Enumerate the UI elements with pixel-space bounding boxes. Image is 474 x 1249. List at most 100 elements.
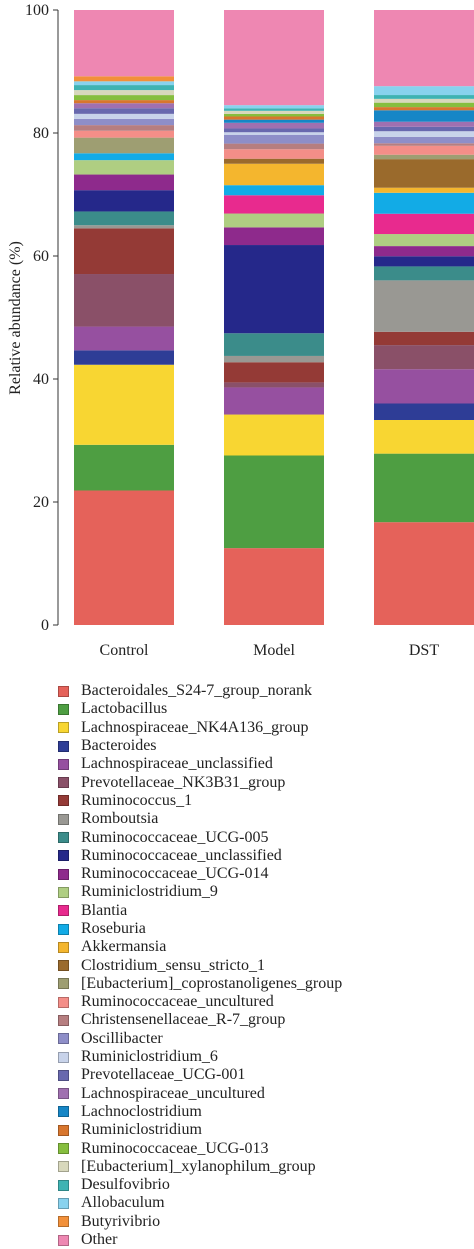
segment-model-2 <box>224 414 324 456</box>
legend-swatch <box>58 703 69 715</box>
segment-control-17 <box>74 130 174 138</box>
legend-swatch <box>58 923 69 935</box>
segment-control-4 <box>74 326 174 351</box>
legend-item: [Eubacterium]_xylanophilum_group <box>58 1158 468 1176</box>
x-tick-label-model: Model <box>253 642 295 659</box>
legend-swatch <box>58 868 69 880</box>
segment-dst-12 <box>374 213 474 235</box>
segment-model-4 <box>224 387 324 415</box>
legend-swatch <box>58 795 69 807</box>
segment-control-11 <box>74 160 174 175</box>
legend-item: Lachnospiraceae_NK4A136_group <box>58 719 468 737</box>
legend-label: Ruminococcaceae_UCG-005 <box>81 828 269 846</box>
legend-swatch <box>58 996 69 1008</box>
segment-dst-19 <box>374 136 474 144</box>
segment-dst-1 <box>374 453 474 523</box>
legend-swatch <box>58 832 69 844</box>
segment-model-27 <box>224 108 324 111</box>
segment-model-14 <box>224 163 324 186</box>
y-tick-label-20: 20 <box>33 494 49 511</box>
y-tick-label-100: 100 <box>25 2 49 19</box>
legend-item: Prevotellaceae_NK3B31_group <box>58 773 468 791</box>
legend-item: Allobaculum <box>58 1194 468 1212</box>
legend-item: Ruminiclostridium <box>58 1121 468 1139</box>
legend-swatch <box>58 1179 69 1191</box>
segment-model-7 <box>224 355 324 363</box>
segment-control-24 <box>74 100 174 104</box>
legend-item: Clostridium_sensu_stricto_1 <box>58 956 468 974</box>
legend-label: Romboutsia <box>81 810 159 828</box>
segment-model-13 <box>224 185 324 196</box>
segment-dst-13 <box>374 192 474 214</box>
legend-swatch <box>58 1106 69 1118</box>
legend-label: Ruminococcaceae_UCG-013 <box>81 1139 269 1157</box>
legend-swatch <box>58 722 69 734</box>
legend-item: Romboutsia <box>58 810 468 828</box>
segment-dst-21 <box>374 126 474 132</box>
segment-dst-18 <box>374 143 474 146</box>
legend-item: Ruminococcus_1 <box>58 792 468 810</box>
segment-dst-24 <box>374 107 474 111</box>
segment-control-29 <box>74 76 174 82</box>
segment-control-19 <box>74 118 174 126</box>
legend-item: Ruminococcaceae_UCG-014 <box>58 865 468 883</box>
segment-model-18 <box>224 143 324 150</box>
legend-item: Lactobacillus <box>58 700 468 718</box>
segment-dst-4 <box>374 369 474 404</box>
legend-item: Bacteroides <box>58 737 468 755</box>
segment-dst-17 <box>374 145 474 155</box>
legend-label: Roseburia <box>81 920 146 937</box>
legend-label: Ruminococcaceae_UCG-014 <box>81 865 269 883</box>
legend-swatch <box>58 978 69 990</box>
legend-swatch <box>58 740 69 752</box>
bar-dst <box>374 10 474 625</box>
y-axis: 0 20 40 60 80 100 <box>25 2 59 634</box>
legend-item: Ruminococcaceae_UCG-005 <box>58 828 468 846</box>
segment-dst-2 <box>374 420 474 454</box>
segment-control-6 <box>74 228 174 275</box>
segment-model-8 <box>224 333 324 356</box>
legend-label: Ruminiclostridium <box>81 1121 202 1139</box>
legend-swatch <box>58 941 69 953</box>
legend-item: Blantia <box>58 902 468 920</box>
y-tick-label-60: 60 <box>33 248 49 265</box>
segment-dst-6 <box>374 331 474 346</box>
legend-swatch <box>58 685 69 697</box>
segment-dst-5 <box>374 345 474 370</box>
legend-label: Prevotellaceae_NK3B31_group <box>81 773 286 791</box>
legend-label: Ruminiclostridium_9 <box>81 883 218 901</box>
legend-swatch <box>58 1033 69 1045</box>
bar-control <box>74 10 174 625</box>
legend-item: Ruminiclostridium_6 <box>58 1048 468 1066</box>
legend-label: [Eubacterium]_coprostanoligenes_group <box>81 974 343 992</box>
segment-model-15 <box>224 158 324 164</box>
segment-dst-8 <box>374 266 474 281</box>
segment-control-20 <box>74 113 174 119</box>
legend-label: Lachnospiraceae_NK4A136_group <box>81 718 309 736</box>
legend-swatch <box>58 1124 69 1136</box>
segment-control-18 <box>74 125 174 131</box>
legend-label: Lachnoclostridium <box>81 1102 202 1120</box>
segment-control-1 <box>74 444 174 491</box>
segment-control-26 <box>74 90 174 96</box>
segment-control-22 <box>74 103 174 109</box>
segment-model-10 <box>224 227 324 246</box>
segment-model-20 <box>224 132 324 135</box>
segment-model-1 <box>224 455 324 549</box>
legend-swatch <box>58 1161 69 1173</box>
segment-model-6 <box>224 362 324 383</box>
segment-control-2 <box>74 364 174 445</box>
legend-swatch <box>58 1088 69 1100</box>
legend-swatch <box>58 905 69 917</box>
segment-model-11 <box>224 213 324 228</box>
legend-item: Roseburia <box>58 920 468 938</box>
legend-label: Ruminococcaceae_unclassified <box>81 846 282 864</box>
legend-item: Lachnoclostridium <box>58 1103 468 1121</box>
y-tick-label-40: 40 <box>33 371 49 388</box>
legend-swatch <box>58 758 69 770</box>
y-axis-label: Relative abundance (%) <box>7 241 24 395</box>
segment-dst-15 <box>374 159 474 188</box>
segment-dst-30 <box>374 10 474 87</box>
segment-dst-22 <box>374 121 474 127</box>
legend-label: Christensenellaceae_R-7_group <box>81 1011 286 1029</box>
